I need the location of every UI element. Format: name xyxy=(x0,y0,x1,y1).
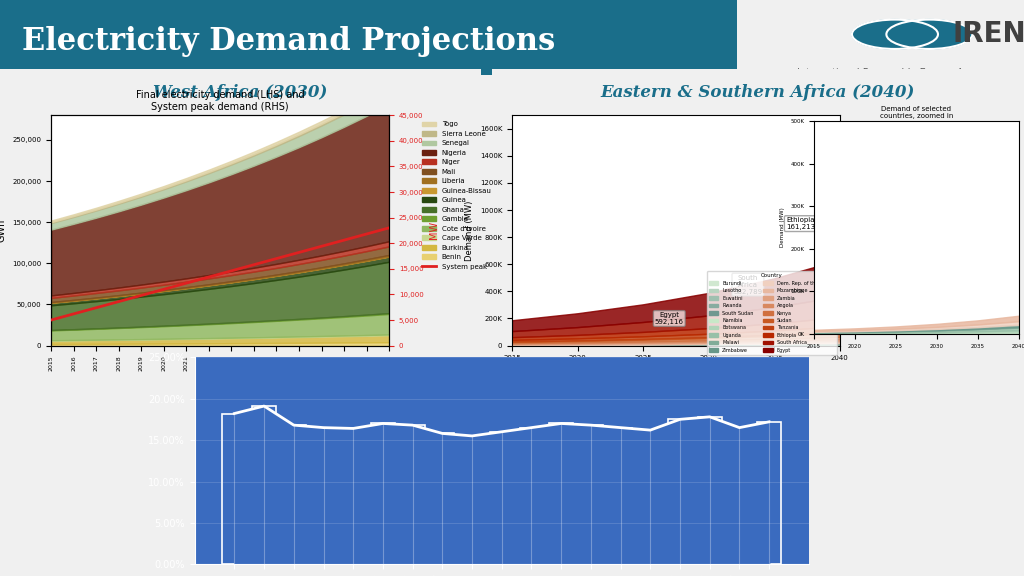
Title: Demand of selected
countries, zoomed in: Demand of selected countries, zoomed in xyxy=(880,106,953,119)
Bar xyxy=(282,425,306,564)
Legend: Togo, Sierra Leone, Senegal, Nigeria, Niger, Mali, Liberia, Guinea-Bissau, Guine: Togo, Sierra Leone, Senegal, Nigeria, Ni… xyxy=(420,119,495,272)
Y-axis label: Demand (MW): Demand (MW) xyxy=(780,207,784,248)
Bar xyxy=(460,436,484,564)
Bar xyxy=(519,427,544,564)
Bar xyxy=(311,427,336,564)
Bar xyxy=(400,425,425,564)
Text: Ethiopia
161,213: Ethiopia 161,213 xyxy=(785,217,815,230)
Bar xyxy=(728,427,752,564)
Text: West Africa (2030): West Africa (2030) xyxy=(154,84,328,101)
Circle shape xyxy=(887,20,973,49)
Title: Final electricity demand (LHS) and
System peak demand (RHS): Final electricity demand (LHS) and Syste… xyxy=(136,90,304,112)
Bar xyxy=(579,425,603,564)
Text: International Renewable Energy Agency: International Renewable Energy Agency xyxy=(797,69,993,78)
Bar xyxy=(638,430,663,564)
Bar xyxy=(697,417,722,564)
Bar xyxy=(758,422,781,564)
Bar xyxy=(341,429,366,564)
Bar xyxy=(252,406,275,564)
Bar xyxy=(489,432,514,564)
Circle shape xyxy=(852,20,938,49)
Bar xyxy=(549,423,573,564)
Text: Electricity Demand Projections: Electricity Demand Projections xyxy=(23,26,555,56)
Legend: Burundi, Lesotho, Eswatini, Rwanda, South Sudan, Namibia, Botswana, Uganda, Mala: Burundi, Lesotho, Eswatini, Rwanda, Sout… xyxy=(707,271,838,355)
Y-axis label: Demand (MW): Demand (MW) xyxy=(465,200,474,260)
Bar xyxy=(371,423,395,564)
Text: IRENA: IRENA xyxy=(952,20,1024,48)
Text: Eastern & Southern Africa (2040): Eastern & Southern Africa (2040) xyxy=(600,84,915,101)
Y-axis label: GWh: GWh xyxy=(0,219,7,242)
Bar xyxy=(222,414,246,564)
Bar xyxy=(430,433,455,564)
Y-axis label: MW: MW xyxy=(429,221,439,240)
Bar xyxy=(668,419,692,564)
Bar xyxy=(608,427,633,564)
Text: South
Africa
382,789: South Africa 382,789 xyxy=(733,275,763,294)
Text: Egypt
592,116: Egypt 592,116 xyxy=(654,312,684,325)
